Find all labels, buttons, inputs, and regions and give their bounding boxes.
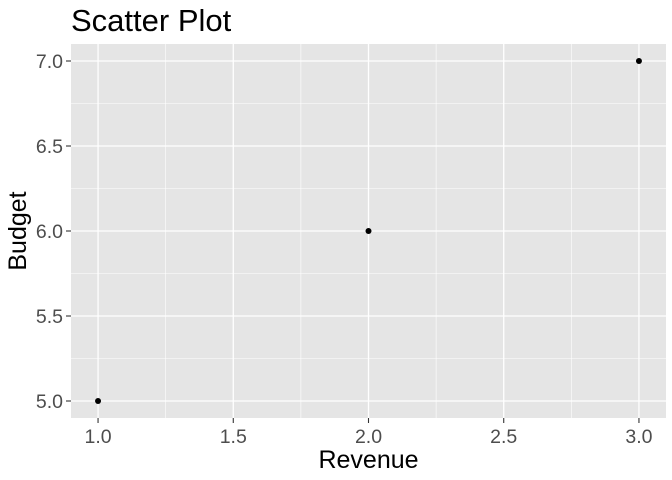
data-points [95,58,642,404]
chart-title: Scatter Plot [71,3,232,38]
data-point [365,228,372,234]
y-axis-title: Budget [4,191,32,270]
y-tick-label: 5.5 [36,306,63,328]
data-point [635,58,642,64]
x-tick-label: 3.0 [625,426,652,448]
x-tick-label: 2.0 [355,426,382,448]
y-tick-label: 6.0 [36,221,63,243]
x-tick-label: 1.5 [220,426,247,448]
y-tick-label: 6.5 [36,136,63,158]
y-axis-ticks: 5.0 5.5 6.0 6.5 7.0 [36,51,71,413]
x-tick-label: 1.0 [84,426,111,448]
data-point [95,398,102,404]
y-tick-label: 5.0 [36,391,63,413]
x-tick-label: 2.5 [490,426,517,448]
x-axis-ticks: 1.0 1.5 2.0 2.5 3.0 [84,418,653,448]
y-tick-label: 7.0 [36,51,63,73]
x-axis-title: Revenue [318,446,418,474]
